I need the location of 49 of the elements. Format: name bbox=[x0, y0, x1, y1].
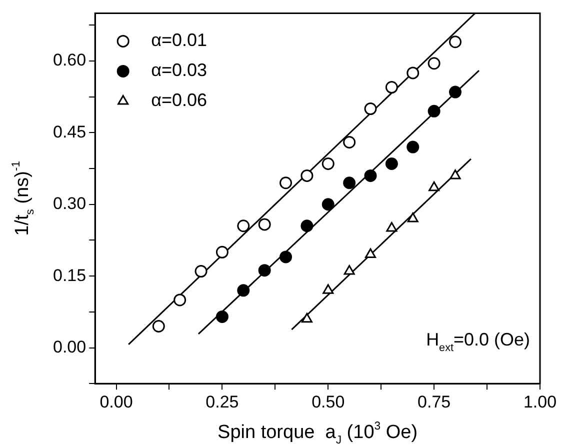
point bbox=[449, 36, 462, 48]
point bbox=[344, 265, 355, 275]
point bbox=[322, 158, 334, 170]
x-tick-label: 0.00 bbox=[100, 392, 133, 412]
point bbox=[406, 140, 420, 154]
point bbox=[258, 264, 271, 277]
point bbox=[322, 198, 334, 211]
point bbox=[301, 312, 312, 323]
point bbox=[237, 284, 250, 297]
legend-label: α=0.01 bbox=[151, 30, 208, 50]
point bbox=[364, 102, 377, 116]
point bbox=[194, 265, 208, 278]
legend-label: α=0.06 bbox=[151, 90, 208, 110]
x-tick-label: 0.50 bbox=[312, 392, 345, 412]
point bbox=[450, 169, 461, 180]
x-tick-label: 1.00 bbox=[523, 392, 557, 412]
point bbox=[385, 158, 398, 170]
point bbox=[449, 86, 462, 98]
point bbox=[343, 136, 356, 148]
point bbox=[386, 222, 398, 232]
point bbox=[428, 181, 440, 192]
point bbox=[322, 284, 334, 294]
x-tick-label: 0.25 bbox=[206, 392, 239, 412]
y-tick-label: 0.30 bbox=[52, 194, 86, 214]
point bbox=[237, 220, 250, 232]
point bbox=[280, 176, 292, 190]
y-tick-label: 0.15 bbox=[52, 266, 86, 285]
point bbox=[406, 66, 420, 80]
point bbox=[152, 320, 165, 332]
y-tick-label: 0.45 bbox=[52, 122, 86, 142]
point bbox=[300, 169, 314, 182]
point bbox=[280, 250, 292, 264]
y-tick-label: 0.00 bbox=[52, 337, 86, 356]
point bbox=[385, 81, 398, 94]
point bbox=[174, 294, 186, 306]
point bbox=[300, 220, 314, 232]
point bbox=[407, 212, 418, 222]
point bbox=[258, 218, 271, 231]
point bbox=[343, 176, 356, 190]
point bbox=[364, 169, 377, 182]
point bbox=[428, 57, 440, 70]
point bbox=[428, 104, 440, 118]
y-axis-title: 1/ts (ns)-1 bbox=[10, 160, 37, 236]
x-tick-label: 0.75 bbox=[418, 392, 451, 412]
point bbox=[216, 310, 228, 323]
legend-label: α=0.03 bbox=[151, 60, 208, 80]
y-tick-label: 0.60 bbox=[52, 50, 86, 70]
point bbox=[216, 246, 228, 258]
point bbox=[364, 248, 376, 258]
